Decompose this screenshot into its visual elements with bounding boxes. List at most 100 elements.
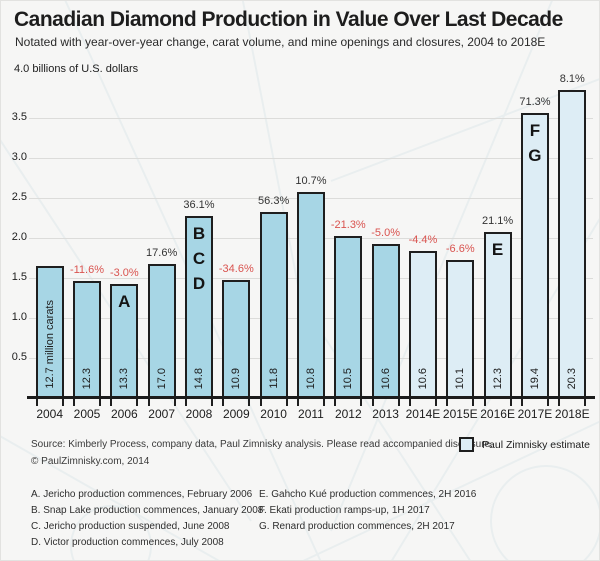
x-tick-label: 2010	[260, 407, 287, 421]
x-tick-label: 2015E	[442, 407, 478, 421]
bar-slot-2017E: F G 19.4 71.3% 2017E	[516, 78, 553, 421]
bar-slot-2011: 10.8 10.7% 2011	[292, 78, 329, 421]
y-tick-label: 3.0	[11, 151, 27, 163]
footnote-item: A. Jericho production commences, Februar…	[31, 489, 253, 500]
bar-2005: 12.3	[72, 281, 101, 406]
page-subtitle: Notated with year-over-year change, cara…	[15, 35, 546, 49]
carat-volume-label: 12.7 million carats	[43, 300, 56, 389]
page-title: Canadian Diamond Production in Value Ove…	[14, 8, 563, 31]
mine-letter: G	[528, 146, 542, 165]
yoy-change-label: -34.6%	[218, 263, 254, 275]
mine-letters: E	[486, 237, 510, 262]
y-axis-unit-label: 4.0 billions of U.S. dollars	[14, 63, 139, 75]
footnote-item: C. Jericho production suspended, June 20…	[31, 521, 230, 532]
footnote-item: D. Victor production commences, July 200…	[31, 537, 224, 548]
x-tick-label: 2011	[298, 407, 324, 421]
carat-volume-label: 10.8	[304, 367, 317, 389]
bar-2006: A 13.3	[110, 284, 139, 406]
x-tick-label: 2007	[148, 407, 175, 421]
carat-volume-label: 11.8	[267, 368, 280, 389]
x-tick-label: 2004	[36, 407, 64, 421]
bar-2007: 17.0	[147, 264, 176, 406]
yoy-change-label: 71.3%	[519, 96, 551, 108]
yoy-change-label: 17.6%	[146, 247, 178, 259]
bar-2012: 10.5	[334, 236, 363, 406]
bar-slot-2008: B C D 14.8 36.1% 2008	[180, 78, 217, 421]
x-tick-label: 2009	[222, 407, 250, 421]
bar-slot-2010: 11.8 56.3% 2010	[255, 78, 292, 421]
bar-2004: 12.7 million carats	[35, 266, 64, 406]
carat-volume-label: 20.3	[566, 367, 579, 389]
mine-letter: E	[491, 240, 504, 259]
y-tick-label: 2.0	[11, 231, 27, 243]
carat-volume-label: 10.1	[454, 367, 467, 389]
yoy-change-label: 10.7%	[295, 175, 327, 187]
bar-slot-2009: 10.9 -34.6% 2009	[218, 78, 255, 421]
y-tick-label: 1.5	[11, 271, 27, 283]
x-axis-line	[27, 396, 595, 399]
bar-2009: 10.9	[222, 280, 251, 406]
legend: Paul Zimnisky estimate	[459, 437, 590, 452]
footnotes-column-left: A. Jericho production commences, Februar…	[31, 489, 264, 548]
yoy-change-label: -21.3%	[330, 219, 366, 231]
bar-2011: 10.8	[296, 192, 325, 406]
gridline	[29, 118, 593, 119]
x-tick-label: 2006	[110, 407, 138, 421]
carat-volume-label: 14.8	[192, 367, 205, 389]
bar-2017E: F G 19.4	[520, 113, 549, 406]
carat-volume-label: 10.5	[342, 367, 355, 389]
bar-2018E: 20.3	[558, 90, 587, 406]
bar-2016E: E 12.3	[483, 232, 512, 406]
x-tick-label: 2017E	[517, 407, 553, 421]
y-tick-label: 2.5	[11, 191, 27, 203]
carat-volume-label: 10.6	[416, 367, 429, 389]
carat-volume-label: 13.3	[118, 367, 131, 389]
gridline	[29, 158, 593, 159]
footnote-item: F. Ekati production ramps-up, 1H 2017	[259, 505, 430, 516]
yoy-change-label: 36.1%	[183, 199, 215, 211]
bar-slot-2006: A 13.3 -3.0% 2006	[106, 78, 143, 421]
bar-slot-2007: 17.0 17.6% 2007	[143, 78, 180, 421]
source-note: Source: Kimberly Process, company data, …	[31, 439, 493, 450]
bar-2015E: 10.1	[446, 260, 475, 406]
carat-volume-label: 12.3	[491, 367, 504, 389]
carat-volume-label: 12.3	[80, 367, 93, 389]
estimate-swatch-icon	[459, 437, 475, 452]
plot-area: 3.5 3.0 2.5 2.0 1.5 1.0 0.5 12.7 million carat…	[1, 73, 599, 421]
bar-slot-2012: 10.5 -21.3% 2012	[330, 78, 367, 421]
bar-2014E: 10.6	[408, 251, 437, 406]
yoy-change-label: -11.6%	[69, 264, 105, 276]
yoy-change-label: -4.4%	[408, 234, 438, 246]
footnotes: A. Jericho production commences, Februar…	[31, 489, 476, 548]
x-tick-label: 2018E	[554, 407, 590, 421]
x-tick-label: 2016E	[480, 407, 515, 421]
bar-slot-2005: 12.3 -11.6% 2005	[68, 78, 105, 421]
yoy-change-label: -3.0%	[109, 267, 139, 279]
bar-slot-2014E: 10.6 -4.4% 2014E	[404, 78, 441, 421]
yoy-change-label: -6.6%	[445, 243, 475, 255]
mine-letter: B	[192, 224, 206, 243]
bar-2008: B C D 14.8	[184, 216, 213, 406]
carat-volume-label: 10.6	[379, 367, 392, 389]
mine-letter: A	[118, 292, 131, 311]
yoy-change-label: 56.3%	[258, 195, 290, 207]
x-tick-label: 2012	[334, 407, 362, 421]
mine-letter: C	[192, 249, 206, 268]
mine-letter: D	[192, 274, 206, 293]
y-tick-label: 0.5	[11, 351, 27, 363]
yoy-change-label: 21.1%	[482, 215, 514, 227]
x-tick-label: 2014E	[405, 407, 441, 421]
x-tick-label: 2008	[185, 407, 213, 421]
mine-letter: F	[529, 121, 541, 140]
footnote-item: B. Snap Lake production commences, Janua…	[31, 505, 264, 516]
carat-volume-label: 19.4	[528, 367, 541, 389]
bar-slot-2004: 12.7 million carats 2004	[31, 78, 68, 421]
yoy-change-label: 8.1%	[559, 73, 585, 85]
bar-slot-2016E: E 12.3 21.1% 2016E	[479, 78, 516, 421]
carat-volume-label: 17.0	[155, 367, 168, 389]
bars-layer: 12.7 million carats 2004 12.3 -11.6% 2005 A 13…	[31, 73, 591, 421]
footnote-item: G. Renard production commences, 2H 2017	[259, 521, 455, 532]
bar-slot-2018E: 20.3 8.1% 2018E	[554, 73, 591, 421]
